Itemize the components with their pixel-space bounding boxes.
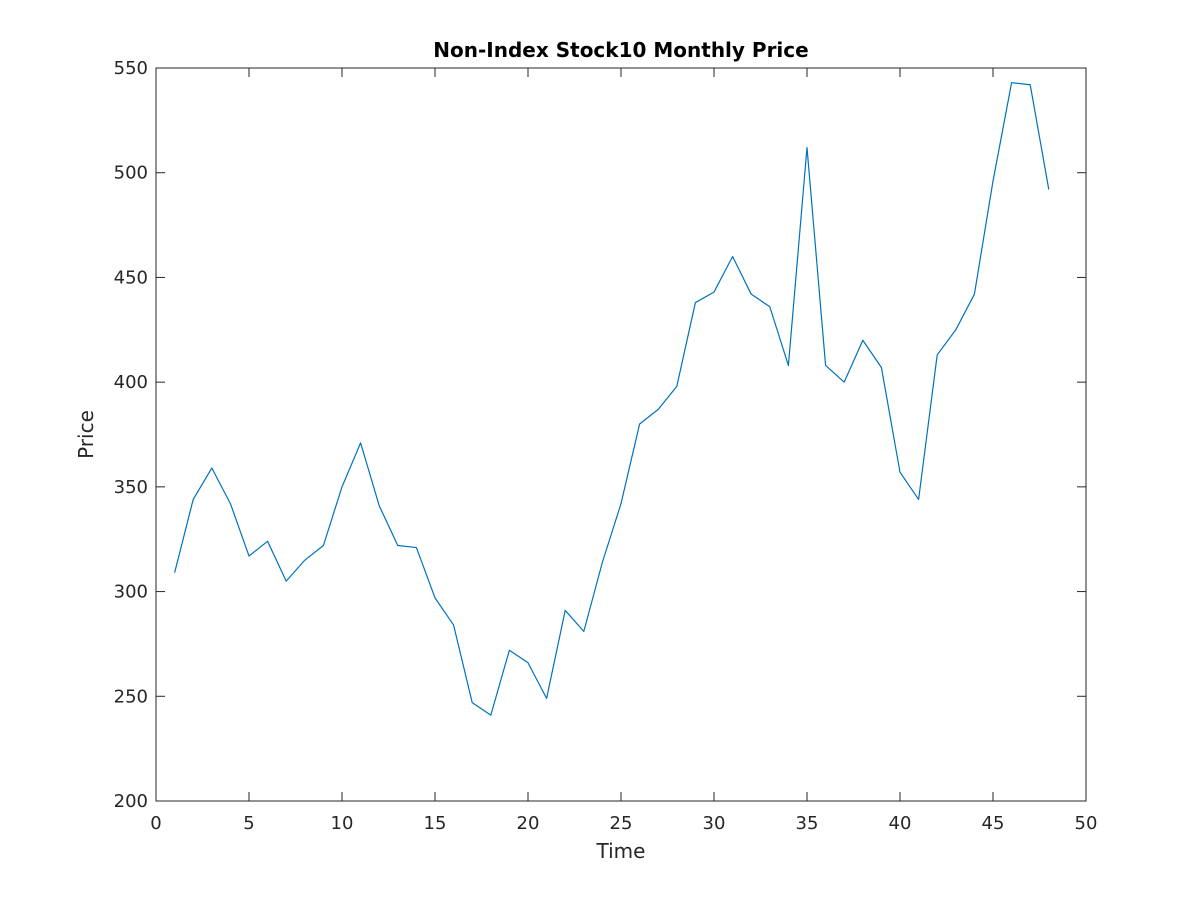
y-tick-label: 350 (114, 477, 148, 498)
series-group (174, 82, 1050, 716)
x-tick-label: 0 (150, 813, 161, 834)
y-tick-label: 400 (114, 372, 148, 393)
x-tick-label: 20 (517, 813, 540, 834)
x-tick-label: 40 (889, 813, 912, 834)
y-tick-label: 200 (114, 791, 148, 812)
y-tick-label: 250 (114, 686, 148, 707)
x-axis-title: Time (596, 839, 646, 863)
x-tick-label: 25 (610, 813, 633, 834)
y-tick-label: 550 (114, 58, 148, 79)
x-tick-label: 50 (1075, 813, 1098, 834)
y-tick-label: 300 (114, 582, 148, 603)
x-tick-labels: 0 5 10 15 20 25 30 35 40 45 50 (150, 813, 1097, 834)
x-tick-label: 5 (243, 813, 254, 834)
y-tick-label: 500 (114, 163, 148, 184)
axis-ticks (155, 67, 1087, 802)
series-line-1 (174, 82, 1050, 716)
x-tick-label: 45 (982, 813, 1005, 834)
x-tick-label: 15 (424, 813, 447, 834)
y-tick-label: 450 (114, 267, 148, 288)
plot-area (155, 67, 1087, 802)
x-tick-label: 10 (331, 813, 354, 834)
chart-title: Non-Index Stock10 Monthly Price (433, 38, 808, 62)
x-tick-label: 35 (796, 813, 819, 834)
y-tick-labels: 200 250 300 350 400 450 500 550 (114, 58, 148, 812)
y-axis-title: Price (74, 410, 98, 459)
x-tick-label: 30 (703, 813, 726, 834)
